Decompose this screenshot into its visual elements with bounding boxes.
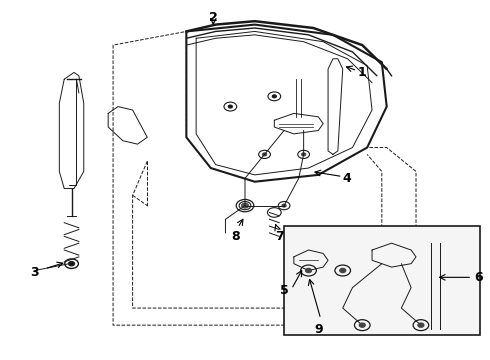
Bar (284, 226, 480, 336)
Circle shape (263, 153, 267, 156)
Text: 6: 6 (475, 271, 483, 284)
Text: 3: 3 (30, 266, 39, 279)
Circle shape (272, 95, 276, 98)
Text: 2: 2 (209, 11, 218, 24)
Circle shape (418, 323, 424, 327)
Text: 9: 9 (314, 323, 322, 337)
Text: 8: 8 (231, 230, 240, 243)
Circle shape (306, 269, 312, 273)
Circle shape (228, 105, 232, 108)
Text: 7: 7 (275, 230, 284, 243)
Circle shape (282, 204, 286, 207)
Text: 5: 5 (280, 284, 289, 297)
Circle shape (69, 262, 74, 266)
Circle shape (242, 203, 248, 208)
Circle shape (340, 269, 345, 273)
Circle shape (359, 323, 365, 327)
Text: 4: 4 (343, 172, 351, 185)
Circle shape (243, 204, 247, 207)
Circle shape (302, 153, 306, 156)
Text: 1: 1 (357, 66, 366, 79)
